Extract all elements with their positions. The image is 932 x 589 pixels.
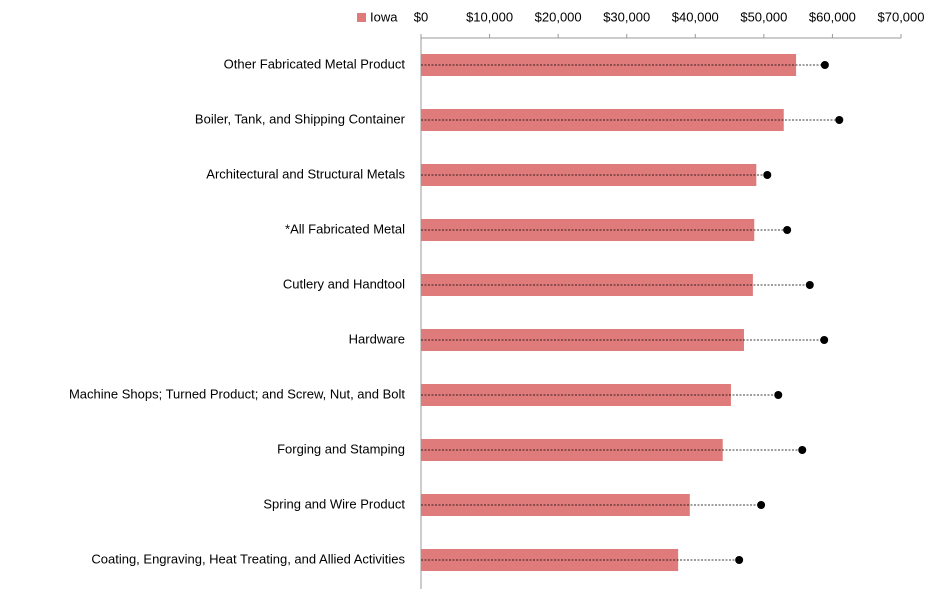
category-label: Architectural and Structural Metals [206,166,405,181]
dot [805,281,814,289]
dot [820,61,829,69]
category-label: Other Fabricated Metal Product [224,56,406,71]
category-label: *All Fabricated Metal [285,221,405,236]
dot [774,391,783,399]
dot [735,556,744,564]
dot [835,116,844,124]
category-label: Coating, Engraving, Heat Treating, and A… [91,551,405,566]
dot [798,446,807,454]
x-tick-label: $0 [414,9,428,24]
x-tick-label: $50,000 [740,9,787,24]
x-tick-label: $10,000 [466,9,513,24]
category-label: Hardware [349,331,405,346]
category-label: Cutlery and Handtool [283,276,405,291]
dot [783,226,792,234]
category-label: Machine Shops; Turned Product; and Screw… [69,386,405,401]
x-tick-label: $70,000 [878,9,925,24]
x-tick-label: $60,000 [809,9,856,24]
legend-swatch [357,13,366,22]
bar [421,164,757,186]
bar [421,549,679,571]
bar [421,54,797,76]
x-tick-label: $20,000 [535,9,582,24]
dot [820,336,829,344]
category-label: Forging and Stamping [277,441,405,456]
legend-label: Iowa [370,9,398,24]
bar [421,219,755,241]
x-tick-label: $40,000 [672,9,719,24]
dot [757,501,766,509]
dot [763,171,772,179]
bar [421,109,784,131]
category-label: Boiler, Tank, and Shipping Container [195,111,406,126]
category-label: Spring and Wire Product [263,496,405,511]
x-tick-label: $30,000 [603,9,650,24]
